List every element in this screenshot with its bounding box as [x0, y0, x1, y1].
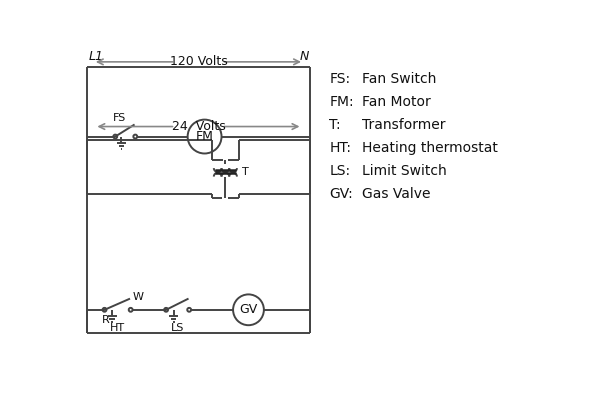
- Text: R: R: [102, 315, 110, 325]
- Text: Fan Switch: Fan Switch: [362, 72, 436, 86]
- Text: FS: FS: [113, 113, 126, 123]
- Text: Fan Motor: Fan Motor: [362, 95, 431, 109]
- Text: 120 Volts: 120 Volts: [169, 55, 227, 68]
- Text: FM:: FM:: [329, 95, 354, 109]
- Text: HT: HT: [110, 323, 125, 333]
- Text: Gas Valve: Gas Valve: [362, 187, 430, 201]
- Text: LS:: LS:: [329, 164, 350, 178]
- Text: FS:: FS:: [329, 72, 350, 86]
- Text: L1: L1: [88, 50, 103, 63]
- Text: Limit Switch: Limit Switch: [362, 164, 447, 178]
- Text: LS: LS: [171, 323, 184, 333]
- Text: Transformer: Transformer: [362, 118, 445, 132]
- Text: GV: GV: [240, 303, 258, 316]
- Text: HT:: HT:: [329, 141, 351, 155]
- Text: FM: FM: [196, 130, 214, 143]
- Text: T: T: [242, 167, 249, 177]
- Text: 24  Volts: 24 Volts: [172, 120, 225, 133]
- Text: N: N: [299, 50, 309, 63]
- Text: W: W: [132, 292, 143, 302]
- Text: T:: T:: [329, 118, 341, 132]
- Text: Heating thermostat: Heating thermostat: [362, 141, 497, 155]
- Text: GV:: GV:: [329, 187, 353, 201]
